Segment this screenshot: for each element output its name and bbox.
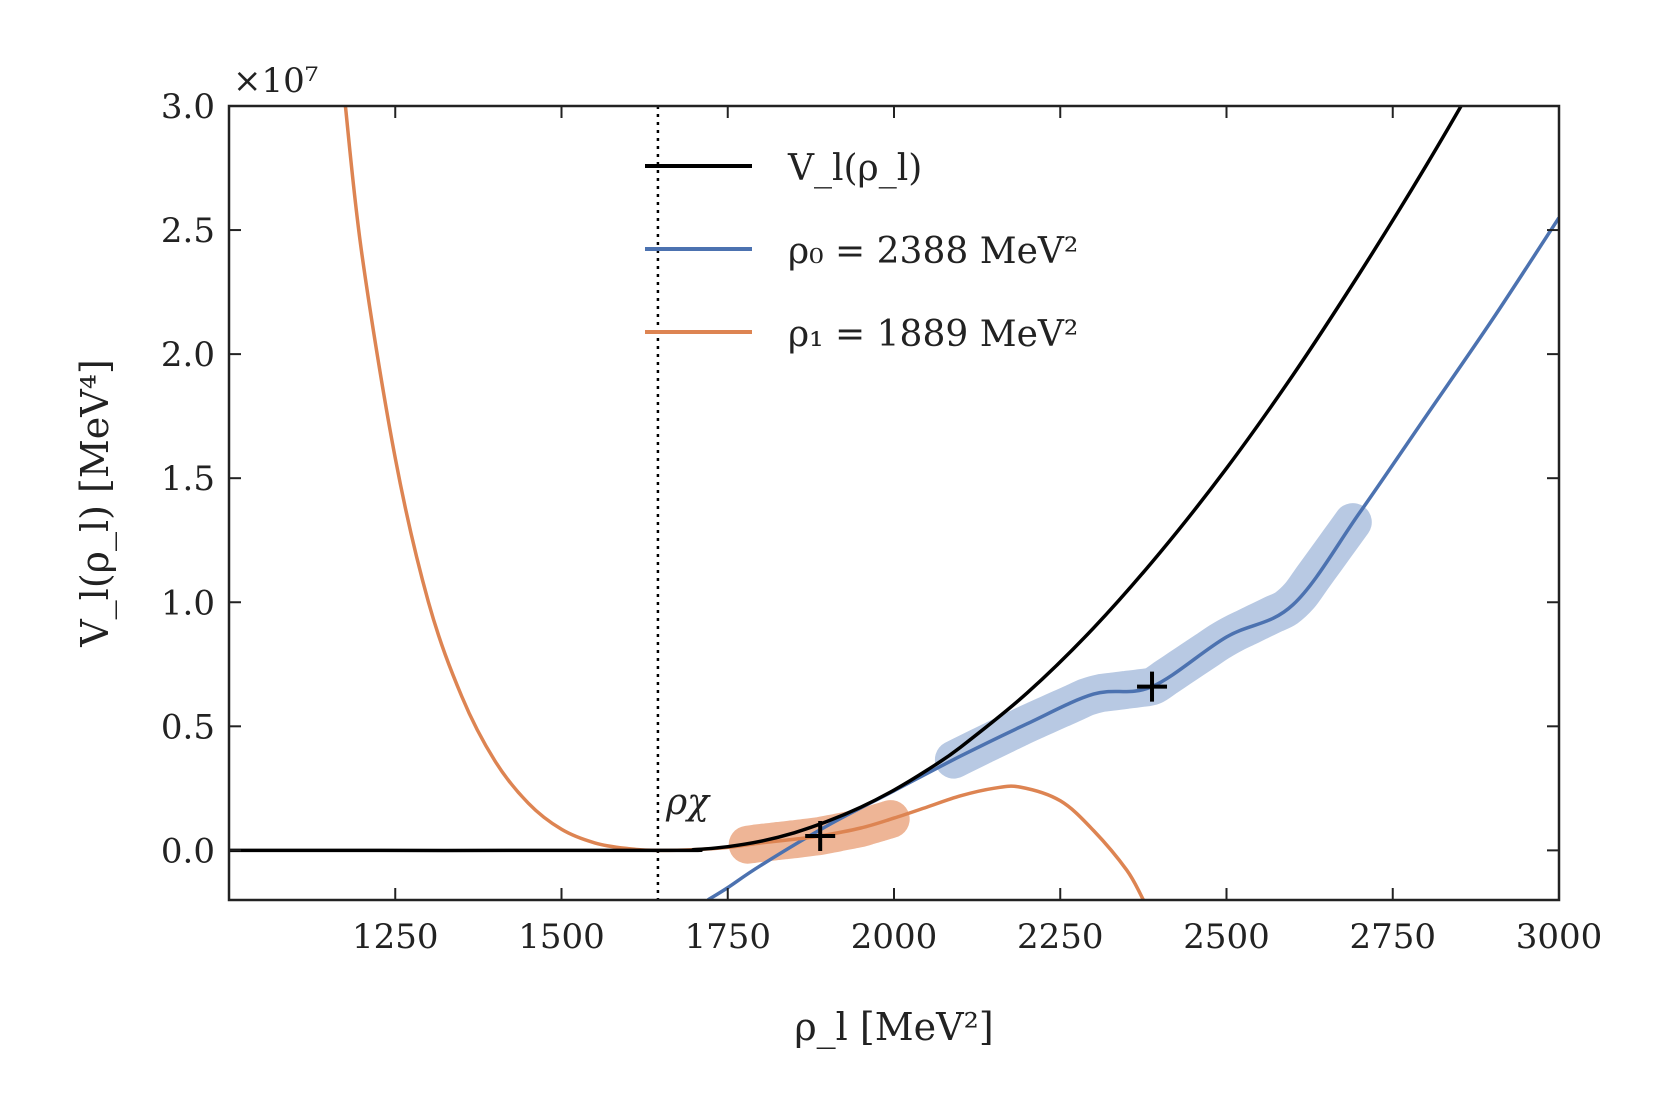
y-tick-label: 1.5: [161, 459, 215, 499]
x-tick-label: 2750: [1349, 917, 1436, 957]
legend-label-v: V_l(ρ_l): [787, 148, 922, 189]
rho-chi-label: ρχ: [665, 782, 711, 823]
highlight-band-0: [934, 503, 1372, 779]
legend-label-rho1: ρ₁ = 1889 MeV²: [788, 314, 1078, 355]
x-tick-label: 2250: [1017, 917, 1104, 957]
y-tick-label: 0.5: [161, 707, 215, 747]
expansion-markers: [805, 671, 1168, 851]
y-axis-label: V_l(ρ_l) [MeV⁴]: [73, 359, 118, 648]
x-tick-label: 1250: [352, 917, 439, 957]
x-tick-label: 1750: [684, 917, 771, 957]
y-tick-label: 0.0: [161, 831, 215, 871]
y-tick-label: 2.5: [161, 211, 215, 251]
x-tick-label: 2500: [1183, 917, 1270, 957]
legend-label-rho0: ρ₀ = 2388 MeV²: [788, 231, 1078, 272]
series-line-2: [343, 106, 1145, 900]
x-tick-label: 3000: [1516, 917, 1603, 957]
expansion-marker-0: [1137, 671, 1168, 702]
x-tick-label: 1500: [518, 917, 605, 957]
x-axis-label: ρ_l [MeV²]: [794, 1005, 993, 1050]
y-axis-ticks: 0.0 0.5 1.0 1.5 2.0 2.5 3.0: [161, 87, 1559, 871]
y-tick-label: 2.0: [161, 335, 215, 375]
plot-frame: [227, 104, 1561, 902]
x-axis-ticks: 1250 1500 1750 2000 2250 2500 2750 3000: [352, 106, 1602, 957]
expansion-marker-1: [805, 820, 836, 851]
series-curves: [229, 106, 1559, 900]
legend: V_l(ρ_l) ρ₀ = 2388 MeV² ρ₁ = 1889 MeV²: [645, 148, 1078, 355]
x-tick-label: 2000: [851, 917, 938, 957]
series-line-0: [229, 106, 1464, 853]
y-scale-factor: ×10⁷: [233, 61, 318, 101]
y-tick-label: 1.0: [161, 583, 215, 623]
y-tick-label: 3.0: [161, 87, 215, 127]
